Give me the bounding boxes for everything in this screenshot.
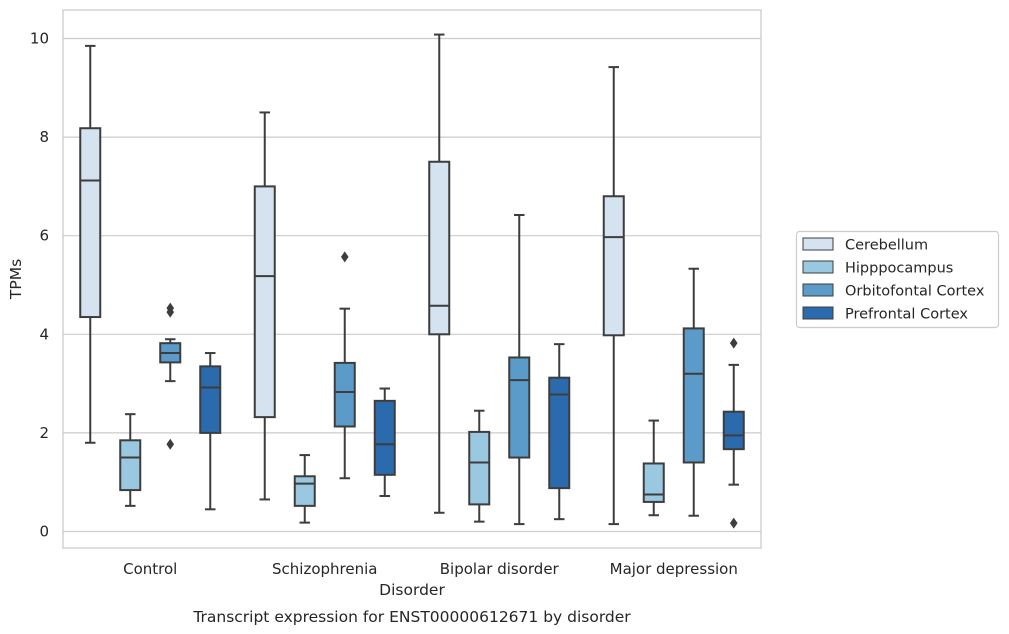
legend-entry: Orbitofontal Cortex (845, 284, 985, 300)
x-axis-label: Disorder (379, 581, 445, 599)
box-1-3 (373, 387, 396, 498)
outlier-point (729, 517, 738, 529)
x-tick-label: Major depression (610, 560, 738, 578)
box-body (79, 127, 102, 319)
box-body (199, 365, 222, 434)
chart-caption: Transcript expression for ENST0000061267… (192, 608, 631, 626)
box-3-1 (642, 419, 665, 517)
box-1-1 (293, 454, 316, 524)
y-axis-label: TPMs (7, 259, 25, 300)
box-body (253, 185, 276, 419)
box-2-1 (468, 409, 491, 523)
box-1-2 (333, 251, 356, 480)
box-2-2 (508, 213, 531, 526)
box-body (722, 410, 745, 451)
legend-entry: Hipppocampus (845, 261, 953, 277)
box-groups (79, 33, 745, 529)
box-body (682, 327, 705, 464)
y-tick-label: 0 (39, 523, 49, 541)
y-tick-label: 6 (39, 227, 49, 245)
box-1-0 (253, 111, 276, 501)
legend: Cerebellum Hipppocampus Orbitofontal Corte… (795, 230, 1000, 329)
box-3-0 (602, 66, 625, 526)
box-body (333, 361, 356, 428)
x-tick-label: Schizophrenia (272, 560, 377, 578)
box-body (293, 475, 316, 507)
box-0-1 (119, 413, 142, 507)
x-tick-labels: Control Schizophrenia Bipolar disorder Majo… (123, 560, 738, 578)
grid-lines (63, 37, 761, 533)
box-body (468, 430, 491, 506)
legend-box (795, 230, 1000, 329)
box-0-2 (159, 302, 182, 450)
legend-swatch (802, 306, 834, 320)
plot-frame (62, 9, 762, 549)
box-body (508, 356, 531, 459)
outlier-point (166, 306, 175, 318)
outlier-point (166, 438, 175, 450)
legend-entry: Prefrontal Cortex (845, 307, 968, 323)
box-0-3 (199, 352, 222, 511)
legend-entry: Cerebellum (845, 238, 928, 254)
box-3-3 (722, 337, 745, 529)
outlier-point (340, 251, 349, 263)
outlier-point (729, 337, 738, 349)
x-tick-label: Bipolar disorder (440, 560, 560, 578)
box-0-0 (79, 44, 102, 444)
y-tick-labels: 0 2 4 6 8 10 (30, 30, 49, 541)
y-tick-label: 4 (39, 325, 49, 343)
box-body (428, 160, 451, 336)
box-body (602, 195, 625, 337)
legend-swatch (802, 237, 834, 251)
legend-swatch (802, 260, 834, 274)
y-tick-label: 2 (39, 424, 49, 442)
box-body (119, 439, 142, 492)
y-tick-label: 10 (30, 30, 49, 48)
x-tick-label: Control (123, 560, 177, 578)
box-body (642, 462, 665, 503)
box-body (548, 376, 571, 490)
box-2-0 (428, 33, 451, 514)
legend-swatch (802, 283, 834, 297)
box-3-2 (682, 267, 705, 517)
y-tick-label: 8 (39, 128, 49, 146)
box-2-3 (548, 343, 571, 521)
box-body (373, 399, 396, 476)
